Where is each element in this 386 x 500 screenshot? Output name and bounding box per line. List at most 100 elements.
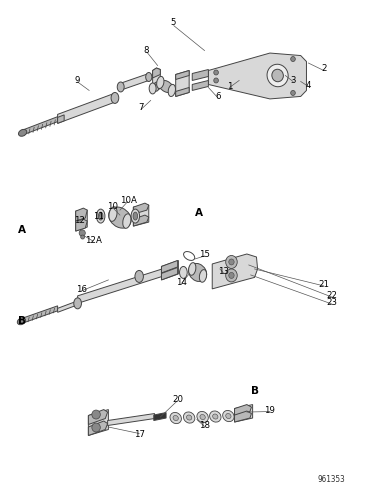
Polygon shape — [152, 68, 160, 78]
Ellipse shape — [168, 84, 176, 96]
Text: 20: 20 — [172, 395, 183, 404]
Ellipse shape — [226, 414, 231, 418]
Text: 961353: 961353 — [318, 475, 345, 484]
Polygon shape — [78, 269, 162, 304]
Ellipse shape — [223, 410, 234, 422]
Ellipse shape — [123, 214, 131, 228]
Ellipse shape — [98, 212, 103, 220]
Polygon shape — [161, 268, 178, 280]
Polygon shape — [88, 410, 108, 424]
Ellipse shape — [199, 270, 207, 282]
Polygon shape — [76, 219, 87, 231]
Polygon shape — [176, 70, 189, 97]
Ellipse shape — [92, 410, 100, 419]
Ellipse shape — [226, 269, 237, 282]
Text: 13: 13 — [218, 268, 229, 276]
Polygon shape — [161, 260, 178, 280]
Ellipse shape — [17, 318, 25, 324]
Ellipse shape — [146, 72, 152, 82]
Ellipse shape — [133, 212, 138, 220]
Ellipse shape — [186, 415, 192, 420]
Polygon shape — [76, 208, 87, 221]
Polygon shape — [212, 254, 257, 289]
Polygon shape — [58, 301, 78, 312]
Text: 4: 4 — [306, 81, 311, 90]
Polygon shape — [88, 421, 108, 436]
Ellipse shape — [214, 70, 218, 75]
Polygon shape — [58, 115, 64, 124]
Ellipse shape — [272, 69, 283, 82]
Polygon shape — [235, 411, 251, 422]
Ellipse shape — [81, 235, 85, 239]
Ellipse shape — [229, 259, 234, 265]
Text: 3: 3 — [290, 76, 296, 85]
Ellipse shape — [267, 64, 288, 86]
Ellipse shape — [189, 264, 207, 281]
Text: 5: 5 — [170, 18, 176, 26]
Polygon shape — [88, 410, 108, 436]
Polygon shape — [21, 306, 58, 324]
Polygon shape — [134, 215, 149, 226]
Ellipse shape — [109, 207, 131, 228]
Text: 9: 9 — [74, 76, 80, 85]
Polygon shape — [152, 68, 160, 92]
Text: 22: 22 — [327, 292, 338, 300]
Ellipse shape — [74, 298, 81, 309]
Polygon shape — [176, 70, 189, 80]
Ellipse shape — [213, 414, 218, 419]
Polygon shape — [134, 205, 149, 226]
Ellipse shape — [197, 412, 208, 422]
Polygon shape — [22, 116, 58, 136]
Ellipse shape — [291, 90, 295, 96]
Ellipse shape — [131, 209, 140, 223]
Text: 12A: 12A — [85, 236, 102, 244]
Polygon shape — [176, 88, 189, 96]
Text: 12: 12 — [74, 216, 85, 224]
Ellipse shape — [79, 230, 85, 236]
Ellipse shape — [229, 272, 234, 278]
Ellipse shape — [149, 83, 156, 94]
Ellipse shape — [210, 411, 221, 422]
Text: B: B — [18, 316, 26, 326]
Ellipse shape — [92, 423, 100, 432]
Ellipse shape — [117, 82, 124, 92]
Text: A: A — [18, 225, 26, 235]
Polygon shape — [120, 74, 149, 90]
Polygon shape — [134, 203, 149, 214]
Ellipse shape — [109, 207, 117, 222]
Text: 10A: 10A — [120, 196, 137, 204]
Text: A: A — [195, 208, 203, 218]
Text: B: B — [251, 386, 259, 396]
Ellipse shape — [226, 256, 237, 268]
Text: 23: 23 — [327, 298, 338, 308]
Ellipse shape — [291, 56, 295, 62]
Text: 2: 2 — [321, 64, 327, 72]
Text: 16: 16 — [76, 286, 87, 294]
Text: 19: 19 — [264, 406, 275, 415]
Polygon shape — [154, 412, 166, 420]
Ellipse shape — [19, 130, 27, 136]
Text: 14: 14 — [176, 278, 187, 287]
Ellipse shape — [159, 80, 173, 92]
Text: 21: 21 — [318, 280, 329, 289]
Text: 18: 18 — [199, 421, 210, 430]
Ellipse shape — [170, 412, 181, 424]
Ellipse shape — [179, 266, 187, 278]
Ellipse shape — [189, 262, 196, 276]
Polygon shape — [235, 404, 252, 422]
Text: 15: 15 — [199, 250, 210, 260]
Polygon shape — [76, 210, 87, 231]
Polygon shape — [235, 404, 251, 415]
Polygon shape — [192, 80, 208, 90]
Ellipse shape — [135, 270, 143, 282]
Text: 11: 11 — [93, 212, 104, 220]
Ellipse shape — [96, 209, 105, 223]
Ellipse shape — [183, 412, 195, 423]
Ellipse shape — [214, 78, 218, 83]
Ellipse shape — [157, 76, 164, 88]
Text: 7: 7 — [138, 104, 144, 112]
Polygon shape — [208, 53, 306, 99]
Text: 17: 17 — [134, 430, 145, 439]
Polygon shape — [161, 260, 178, 273]
Ellipse shape — [200, 414, 205, 420]
